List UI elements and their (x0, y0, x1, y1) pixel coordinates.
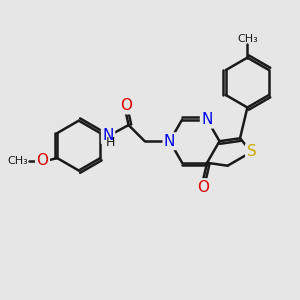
Text: CH₃: CH₃ (237, 34, 258, 44)
Text: CH₃: CH₃ (7, 156, 28, 166)
Text: O: O (37, 154, 49, 169)
Text: N: N (164, 134, 175, 149)
Text: N: N (201, 112, 213, 127)
Text: H: H (106, 136, 115, 149)
Text: S: S (247, 145, 256, 160)
Text: O: O (197, 180, 209, 195)
Text: O: O (120, 98, 132, 113)
Text: N: N (102, 128, 114, 143)
